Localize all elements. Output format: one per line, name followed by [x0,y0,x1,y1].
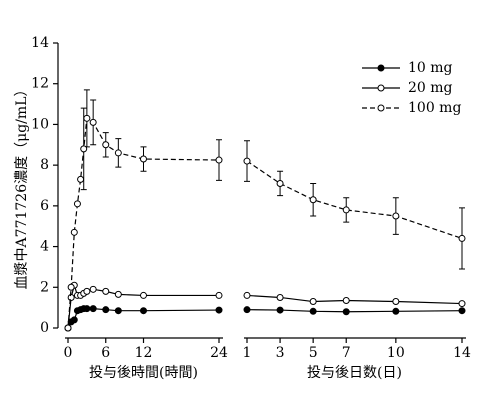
x-tick-label: 5 [309,345,318,361]
x-tick-label: 24 [210,345,228,361]
legend-marker [377,84,385,92]
marker [342,297,350,305]
x-tick-label: 10 [387,345,405,361]
marker [67,293,75,301]
marker [77,175,85,183]
marker [276,306,284,314]
x-tick-label: 14 [453,345,471,361]
x-axis-label: 投与後時間(時間) [89,365,198,381]
marker [70,316,78,324]
marker [83,114,91,122]
marker [243,306,251,314]
series-line [246,309,463,313]
marker [392,307,400,315]
marker [215,156,223,164]
y-tick-label: 4 [40,239,49,255]
marker [215,306,223,314]
marker [342,308,350,316]
marker [114,149,122,157]
marker [89,285,97,293]
x-tick-label: 1 [243,345,252,361]
marker [89,305,97,313]
x-tick-label: 12 [135,345,153,361]
series-line [246,294,463,305]
marker [458,307,466,315]
y-tick-label: 8 [40,157,49,173]
y-axis-label: 血漿中A771726濃度（μg/mL） [14,83,30,290]
marker [140,291,147,299]
x-tick-label: 6 [101,345,110,361]
marker [83,287,91,295]
marker [102,141,110,149]
x-axis-label: 投与後日数(日) [307,365,402,381]
x-tick-label: 0 [64,345,73,361]
marker [83,305,91,313]
legend-marker [377,104,385,112]
marker [140,155,147,163]
marker [392,212,400,220]
x-tick-label: 7 [342,345,351,361]
marker [102,306,110,314]
y-tick-label: 2 [40,279,49,295]
marker [392,298,400,306]
marker [458,234,466,242]
y-tick-label: 14 [31,35,49,51]
marker [276,179,284,187]
legend-label: 20 mg [408,80,453,96]
y-tick-label: 12 [31,76,49,92]
y-tick-label: 10 [31,116,49,132]
marker [458,300,466,308]
legend-label: 10 mg [408,60,453,76]
y-tick-label: 6 [40,198,49,214]
marker [309,307,317,315]
marker [70,228,78,236]
marker [102,287,110,295]
marker [140,307,147,315]
y-tick-label: 0 [40,320,49,336]
marker [309,196,317,204]
marker [309,298,317,306]
marker [80,145,88,153]
series-line [246,160,463,239]
series-line [67,117,220,329]
legend-marker [377,64,385,72]
marker [215,291,223,299]
marker [64,324,72,332]
marker [89,118,97,126]
legend-label: 100 mg [408,100,461,116]
marker [276,293,284,301]
marker [73,200,81,208]
marker [114,290,122,298]
x-tick-label: 3 [276,345,285,361]
marker [243,157,251,165]
marker [67,283,75,291]
marker [243,291,251,299]
marker [342,206,350,214]
marker [114,307,122,315]
